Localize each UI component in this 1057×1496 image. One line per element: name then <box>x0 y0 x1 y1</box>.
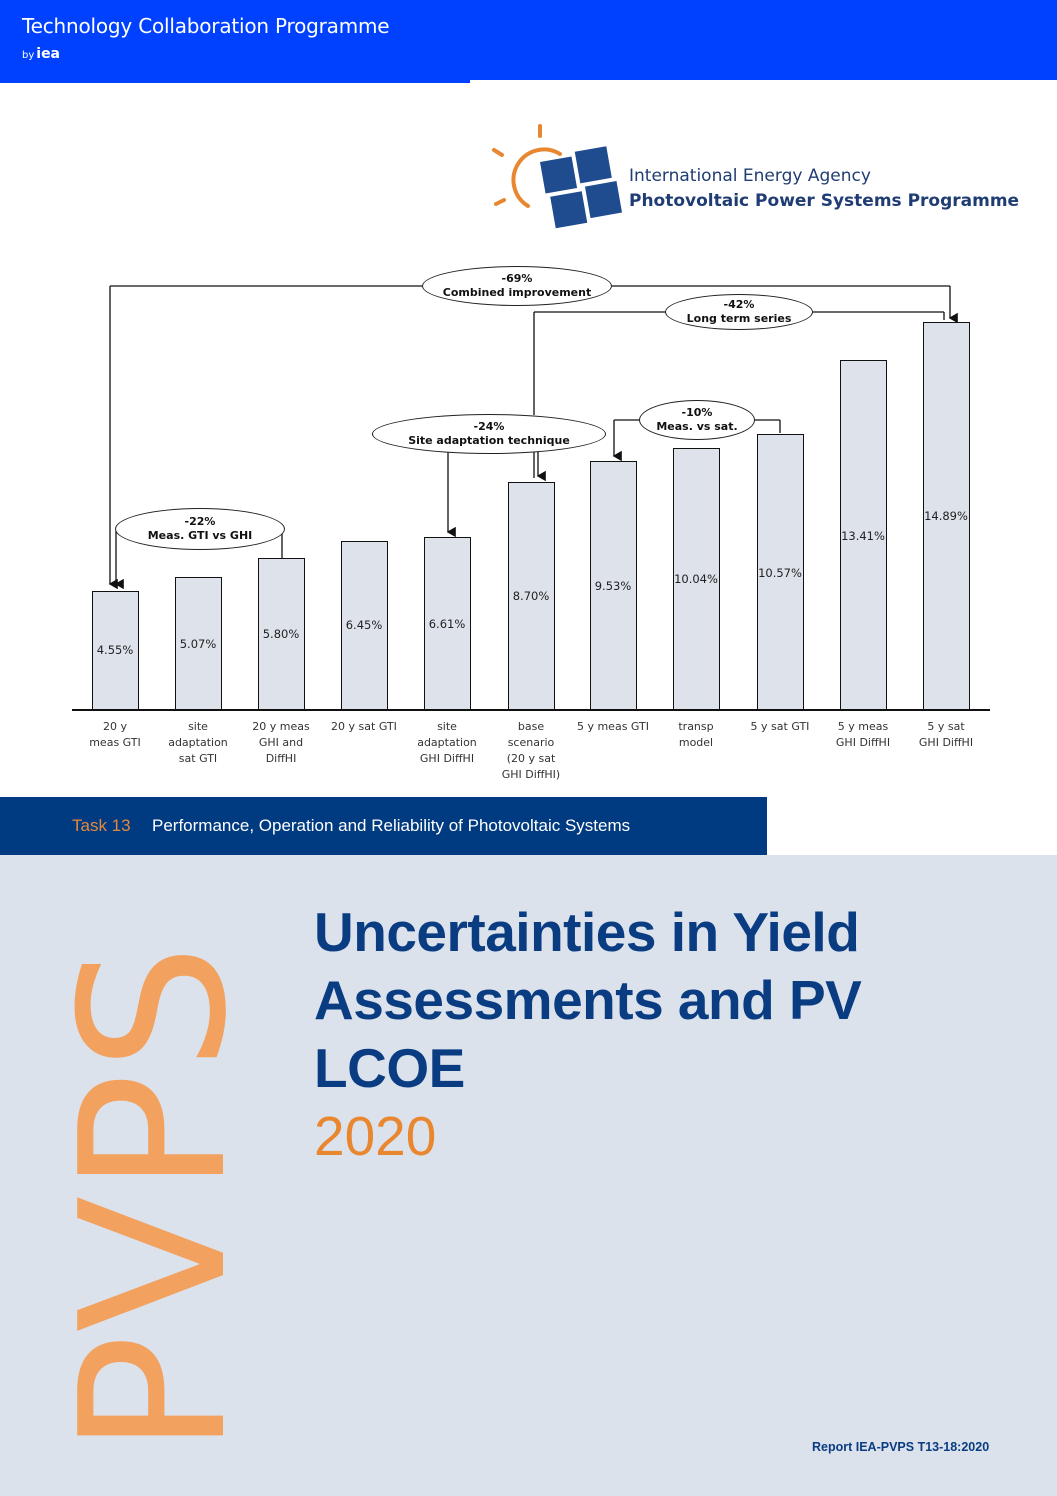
header-notch <box>0 80 470 83</box>
annotation-value: -10% <box>681 406 713 419</box>
report-number: Report IEA-PVPS T13-18:2020 <box>812 1440 990 1454</box>
category-label: site adaptation sat GTI <box>168 720 228 765</box>
bar-value-label: 6.61% <box>428 617 466 631</box>
bar-5y-sat-gti <box>757 434 804 709</box>
iea-pvps-logo: International Energy Agency Photovoltaic… <box>488 122 1028 242</box>
logo-programme: Photovoltaic Power Systems Programme <box>629 191 1020 211</box>
annotation-text: Meas. vs sat. <box>656 420 738 433</box>
category-label: 20 y meas GHI and DiffHI <box>252 720 310 765</box>
annotation-text: Site adaptation technique <box>408 434 570 447</box>
cover-lower-panel <box>0 855 1057 1496</box>
annotation-value: -24% <box>473 420 505 433</box>
category-label: 5 y meas GTI <box>576 720 650 733</box>
category-label: site adaptation GHI DiffHI <box>417 720 477 765</box>
bar-value-label: 13.41% <box>841 529 885 543</box>
annotation-text: Combined improvement <box>442 286 592 299</box>
bar-transp-model <box>673 448 720 709</box>
category-label: 5 y sat GHI DiffHI <box>918 720 974 749</box>
header-title: Technology Collaboration Programme <box>22 14 390 38</box>
category-label: 20 y sat GTI <box>331 720 397 733</box>
bar-value-label: 10.04% <box>674 572 718 586</box>
task-band: Task 13 Performance, Operation and Relia… <box>0 797 767 855</box>
annotation-combined-improvement: -69% Combined improvement <box>422 266 612 306</box>
bar-base-scenario <box>508 482 555 709</box>
annotation-meas-vs-sat: -10% Meas. vs sat. <box>639 400 755 440</box>
x-axis <box>72 709 990 711</box>
header-band: Technology Collaboration Programme by iea <box>0 0 1057 80</box>
bar-20y-sat-gti <box>341 541 388 709</box>
category-label: base scenario (20 y sat GHI DiffHI) <box>501 720 561 781</box>
logo-organization: International Energy Agency <box>629 166 871 186</box>
pvps-vertical-text: PVPS <box>38 942 271 1455</box>
task-number: Task 13 <box>72 816 131 835</box>
iea-brand: iea <box>36 46 61 62</box>
bar-value-label: 8.70% <box>512 589 550 603</box>
annotation-meas-gti-vs-ghi: -22% Meas. GTI vs GHI <box>115 508 285 550</box>
sun-panel-logo-icon <box>492 124 623 229</box>
annotation-value: -22% <box>184 515 216 528</box>
bar-5y-sat-ghi-diffhi <box>923 322 970 709</box>
report-title: Uncertainties in Yield Assessments and P… <box>314 901 862 1099</box>
bar-20y-meas-ghi-diffhi <box>258 558 305 709</box>
annotation-site-adaptation: -24% Site adaptation technique <box>372 414 606 454</box>
bar-site-adaptation-sat-gti <box>175 577 222 709</box>
annotation-long-term-series: -42% Long term series <box>665 294 813 330</box>
bar-value-label: 5.07% <box>179 637 217 651</box>
bar-value-label: 10.57% <box>758 566 802 580</box>
annotation-value: -42% <box>723 298 755 311</box>
uncertainty-bar-chart: 4.55% 5.07% 5.80% 6.45% 6.61% 8.70% 9.53… <box>0 250 1057 790</box>
bar-value-label: 9.53% <box>594 579 632 593</box>
bar-value-label: 14.89% <box>924 509 968 523</box>
category-label: 5 y sat GTI <box>750 720 810 733</box>
header-byline: by iea <box>22 46 60 62</box>
bar-value-label: 4.55% <box>96 643 134 657</box>
annotation-text: Meas. GTI vs GHI <box>147 529 253 542</box>
task-description: Performance, Operation and Reliability o… <box>152 816 631 835</box>
annotation-text: Long term series <box>686 312 792 325</box>
by-text: by <box>22 50 35 61</box>
category-label: transp model <box>678 720 714 749</box>
report-year: 2020 <box>314 1105 437 1167</box>
bar-5y-meas-ghi-diffhi <box>840 360 887 709</box>
annotation-connectors <box>108 285 958 590</box>
category-label: 5 y meas GHI DiffHI <box>835 720 891 749</box>
bar-5y-meas-gti <box>590 461 637 709</box>
bar-20y-meas-gti <box>92 591 139 709</box>
annotation-value: -69% <box>501 272 533 285</box>
bar-site-adaptation-ghi-diffhi <box>424 537 471 709</box>
category-label: 20 y meas GTI <box>89 720 141 749</box>
bar-value-label: 6.45% <box>345 618 383 632</box>
bar-value-label: 5.80% <box>262 627 300 641</box>
